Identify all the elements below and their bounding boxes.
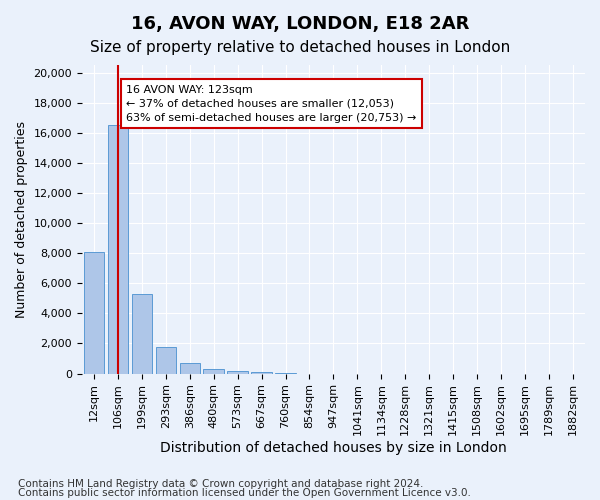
- Bar: [251, 372, 272, 374]
- Bar: [179, 363, 200, 374]
- Text: 16 AVON WAY: 123sqm
← 37% of detached houses are smaller (12,053)
63% of semi-de: 16 AVON WAY: 123sqm ← 37% of detached ho…: [126, 84, 416, 122]
- Bar: [131, 294, 152, 374]
- Text: Contains HM Land Registry data © Crown copyright and database right 2024.: Contains HM Land Registry data © Crown c…: [18, 479, 424, 489]
- Text: Size of property relative to detached houses in London: Size of property relative to detached ho…: [90, 40, 510, 55]
- Y-axis label: Number of detached properties: Number of detached properties: [15, 121, 28, 318]
- Bar: [275, 373, 296, 374]
- Bar: [155, 348, 176, 374]
- Bar: [107, 125, 128, 374]
- Bar: [227, 371, 248, 374]
- Bar: [203, 370, 224, 374]
- Text: 16, AVON WAY, LONDON, E18 2AR: 16, AVON WAY, LONDON, E18 2AR: [131, 15, 469, 33]
- X-axis label: Distribution of detached houses by size in London: Distribution of detached houses by size …: [160, 441, 507, 455]
- Text: Contains public sector information licensed under the Open Government Licence v3: Contains public sector information licen…: [18, 488, 471, 498]
- Bar: [83, 252, 104, 374]
